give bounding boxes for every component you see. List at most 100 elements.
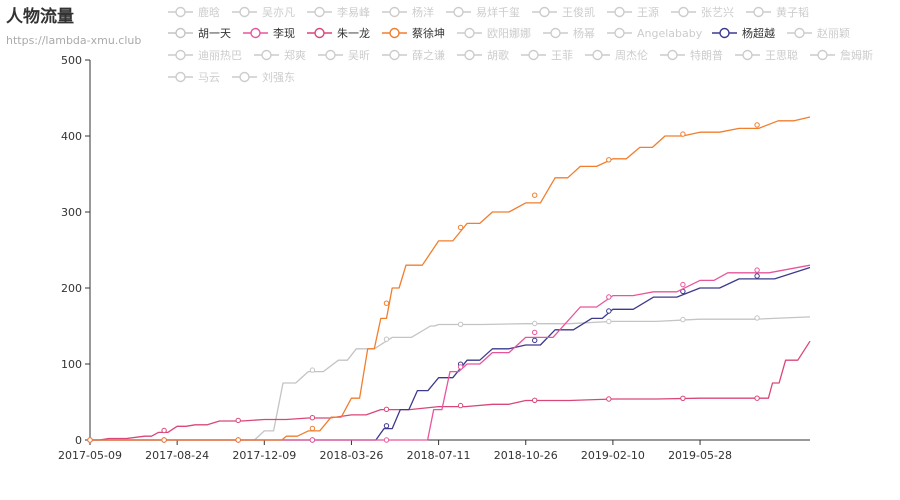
legend-item-马云: 马云 [168, 71, 220, 84]
legend-marker [389, 6, 400, 18]
legend-marker [742, 49, 753, 61]
legend-label: 赵丽颖 [817, 26, 850, 40]
data-point [457, 402, 464, 409]
x-tick-label: 2018-03-26 [319, 449, 383, 462]
legend-label: 王俊凯 [562, 5, 595, 19]
legend-item-朱一龙: 朱一龙 [307, 27, 370, 40]
data-point [680, 395, 686, 401]
legend-marker [239, 6, 250, 18]
legend-marker [667, 49, 678, 61]
data-point [606, 157, 612, 163]
data-point [457, 321, 464, 327]
data-point [680, 131, 686, 137]
legend-label: 王菲 [551, 49, 573, 62]
legend-marker [314, 6, 325, 18]
legend-marker [753, 6, 764, 18]
data-point [532, 397, 538, 403]
data-point [235, 417, 241, 424]
legend-item-周杰伦: 周杰伦 [585, 48, 648, 62]
x-tick-label: 2019-05-28 [668, 449, 732, 462]
legend-item-李现: 李现 [243, 26, 295, 40]
x-tick-label: 2017-05-09 [58, 449, 122, 462]
legend-item-胡一天: 胡一天 [168, 26, 231, 40]
y-tick-label: 500 [61, 54, 82, 67]
legend-item-鹿晗: 鹿晗 [168, 5, 220, 19]
legend-label: 特朗普 [690, 48, 723, 62]
data-point [161, 427, 167, 434]
series-line [90, 340, 811, 441]
x-tick-label: 2019-02-10 [581, 449, 645, 462]
data-point [532, 320, 538, 327]
legend-label: 王思聪 [765, 48, 798, 62]
data-point [754, 122, 760, 128]
legend-item-杨超越: 杨超越 [712, 26, 775, 40]
legend-marker [389, 49, 400, 61]
chart-title: 人物流量 [6, 6, 74, 27]
legend-label: 欧阳娜娜 [487, 26, 531, 40]
legend-label: Angelababy [637, 27, 703, 40]
legend-item-黄子韬: 黄子韬 [746, 5, 809, 19]
legend-marker [314, 27, 325, 39]
series-group [87, 116, 811, 443]
data-point [457, 224, 464, 231]
series-line [90, 116, 811, 441]
legend-label: 朱一龙 [337, 27, 370, 40]
x-tick-label: 2018-07-11 [407, 449, 471, 462]
legend-marker [539, 6, 550, 18]
data-point [383, 300, 390, 306]
data-point [383, 423, 390, 429]
data-point [532, 337, 538, 344]
data-point [309, 425, 316, 432]
legend-marker [817, 49, 828, 61]
legend-label: 吴昕 [348, 49, 370, 62]
data-point [383, 336, 390, 342]
legend-item-特朗普: 特朗普 [660, 48, 723, 62]
series-李现 [87, 264, 811, 443]
y-tick-label: 400 [61, 130, 82, 143]
legend-item-杨洋: 杨洋 [382, 5, 434, 19]
legend-marker [794, 27, 805, 39]
legend-label: 周杰伦 [615, 48, 648, 62]
y-tick-label: 300 [61, 206, 82, 219]
legend-label: 迪丽热巴 [198, 49, 242, 62]
legend-label: 胡歌 [487, 48, 509, 62]
legend-label: 杨幂 [573, 26, 595, 40]
series-蔡徐坤 [87, 116, 811, 443]
data-point [309, 415, 316, 421]
legend-marker [175, 71, 186, 83]
legend-item-Angelababy: Angelababy [607, 27, 703, 40]
legend-item-郑爽: 郑爽 [254, 48, 306, 62]
legend-item-詹姆斯: 詹姆斯 [810, 48, 873, 62]
data-point [680, 281, 686, 288]
y-axis: 0 100 200 300 400 500 [61, 54, 91, 447]
data-point [235, 437, 241, 443]
data-point [87, 437, 93, 443]
data-point [383, 406, 390, 412]
data-point [606, 396, 612, 402]
legend-label: 胡一天 [198, 26, 231, 40]
legend-marker [464, 49, 475, 61]
data-point [309, 437, 316, 443]
data-point [532, 329, 538, 336]
legend-item-胡歌: 胡歌 [457, 48, 509, 62]
data-point [161, 437, 167, 443]
y-tick-label: 100 [61, 358, 82, 371]
legend-item-迪丽热巴: 迪丽热巴 [168, 49, 242, 62]
legend-item-赵丽颖: 赵丽颖 [787, 26, 850, 40]
legend-item-张艺兴: 张艺兴 [671, 6, 734, 19]
legend-marker [239, 71, 250, 83]
data-point [680, 316, 686, 323]
legend-label: 刘强东 [262, 71, 295, 84]
series-朱一龙 [87, 340, 811, 443]
x-tick-label: 2017-08-24 [145, 449, 209, 462]
legend-marker [614, 6, 625, 18]
legend-marker [175, 6, 186, 18]
data-point [754, 315, 760, 321]
legend-label: 李现 [273, 26, 295, 40]
y-tick-label: 0 [75, 434, 82, 447]
legend-label: 蔡徐坤 [412, 26, 445, 40]
legend-label: 易烊千玺 [476, 5, 520, 19]
legend-item-薛之谦: 薛之谦 [382, 48, 445, 62]
legend-label: 郑爽 [284, 48, 306, 62]
